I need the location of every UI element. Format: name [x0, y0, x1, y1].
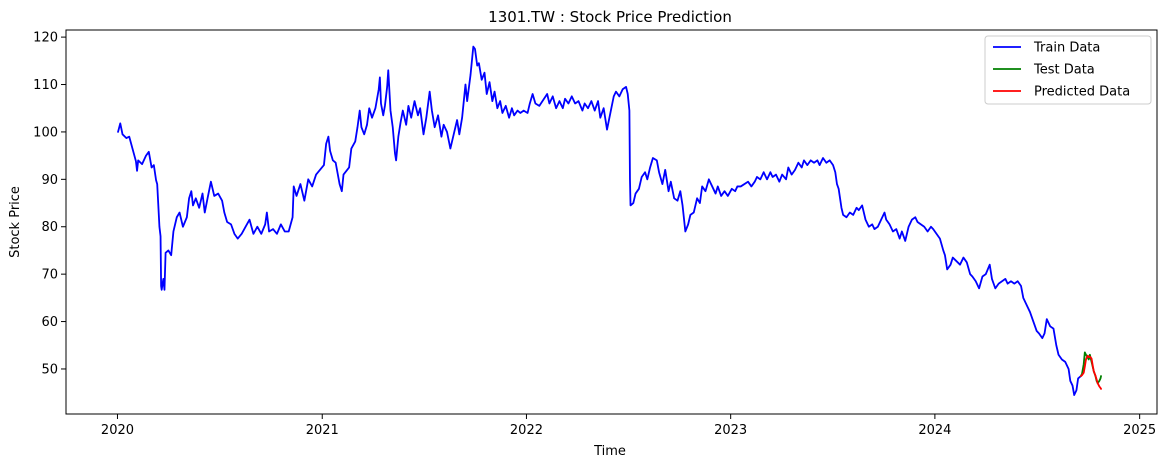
y-tick-label: 50 [41, 362, 58, 377]
legend-label-test-data: Test Data [1033, 63, 1095, 78]
legend: Train Data Test Data Predicted Data [984, 35, 1152, 105]
x-axis-ticks: 2020 2021 2022 2023 2024 2025 [101, 414, 1156, 438]
y-tick-label: 120 [33, 31, 58, 46]
plot-area-frame [65, 29, 1158, 415]
series-line-train-data [117, 45, 1082, 396]
x-tick-label: 2024 [918, 423, 951, 438]
y-tick-label: 100 [33, 125, 58, 140]
legend-label-predicted-data: Predicted Data [1034, 85, 1130, 100]
y-tick-label: 110 [33, 78, 58, 93]
y-tick-label: 90 [41, 173, 58, 188]
y-tick-label: 70 [41, 268, 58, 283]
x-tick-label: 2020 [101, 423, 134, 438]
x-tick-label: 2025 [1123, 423, 1156, 438]
series-line-predicted-data [1080, 354, 1102, 390]
x-tick-label: 2021 [306, 423, 339, 438]
y-axis-label: Stock Price [8, 186, 23, 258]
y-tick-label: 60 [41, 315, 58, 330]
legend-label-train-data: Train Data [1033, 41, 1100, 56]
chart-title: 1301.TW : Stock Price Prediction [488, 8, 732, 26]
y-axis-ticks: 50 60 70 80 90 100 110 120 [33, 31, 66, 377]
y-tick-label: 80 [41, 220, 58, 235]
legend-box [984, 35, 1152, 105]
x-tick-label: 2023 [714, 423, 747, 438]
series-layer [117, 45, 1102, 396]
x-tick-label: 2022 [510, 423, 543, 438]
x-axis-label: Time [593, 444, 626, 459]
